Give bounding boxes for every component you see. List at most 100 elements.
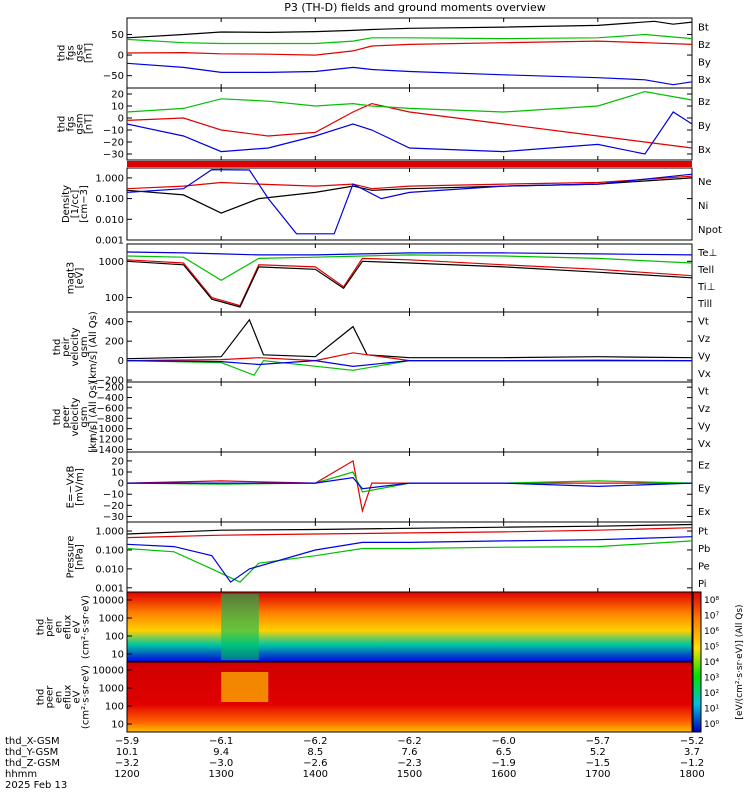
series-Till bbox=[126, 254, 693, 281]
ylabel-line: thd bbox=[52, 409, 63, 426]
plot-title: P3 (TH-D) fields and ground moments over… bbox=[284, 1, 546, 14]
ylabel-line: [nT] bbox=[84, 43, 95, 63]
ephem-value: 9.4 bbox=[213, 747, 229, 758]
ylabel-line: eflux bbox=[63, 615, 74, 640]
ylabel-line: [1/cc] bbox=[70, 190, 81, 219]
ytick-label: 0 bbox=[118, 114, 124, 125]
colorbar-tick: 10³ bbox=[704, 674, 719, 684]
ephemeris-table: thd_X-GSM −5.9 −6.1 −6.2 −6.2 −6.0 −5.7 −5.2 thd… bbox=[5, 736, 705, 791]
legend-Pb: Pb bbox=[698, 544, 710, 555]
ephem-value: −3.2 bbox=[115, 758, 139, 769]
ytick-label: 1000 bbox=[99, 684, 124, 695]
ytick-label: −30 bbox=[103, 150, 124, 161]
ylabel-line: (cm²·s·sr·eV) bbox=[81, 595, 92, 659]
ytick-label: 10000 bbox=[92, 596, 124, 607]
ylabel-line: [eV] bbox=[75, 268, 86, 289]
ephem-value: −3.0 bbox=[209, 758, 233, 769]
series-Ne bbox=[126, 175, 693, 190]
spectrogram-image bbox=[127, 592, 692, 662]
series-Bz bbox=[126, 40, 693, 56]
series-Bx bbox=[126, 62, 693, 86]
legend-Bz: Bz bbox=[698, 97, 710, 108]
ylabel-line: [cm−3] bbox=[79, 185, 90, 223]
series-Npot bbox=[126, 168, 693, 235]
ytick-label: −600 bbox=[97, 403, 124, 414]
ephem-value: 1500 bbox=[397, 769, 422, 780]
ephem-value: 1700 bbox=[585, 769, 610, 780]
panel-density: 1.000 0.100 0.010 0.001 Density[1/cc][cm−3] N… bbox=[61, 167, 722, 247]
ephem-date: 2025 Feb 13 bbox=[5, 780, 67, 791]
ylabel-line: (cm²·s·sr·eV) bbox=[81, 665, 92, 729]
ytick-label: −20 bbox=[103, 138, 124, 149]
ytick-label: 10 bbox=[111, 650, 124, 661]
ylabel: thdpeervelocitygsm[km/s] (All Qs) bbox=[52, 381, 99, 453]
ylabel-line: [nPa] bbox=[75, 544, 86, 570]
series-Bt bbox=[126, 20, 693, 39]
ylabel-line: en bbox=[54, 691, 65, 704]
panel-frame bbox=[126, 451, 693, 523]
ylabel-line: E=−VxB bbox=[66, 466, 77, 509]
ylabel-line: peer bbox=[45, 685, 56, 709]
legend-Ex: Ex bbox=[698, 507, 710, 518]
series-Tell bbox=[126, 260, 693, 308]
ylabel-line: Density bbox=[61, 185, 72, 223]
panel-peer-velocity: −200−400−600−800−1000−1200−1400thdpeerve… bbox=[52, 381, 711, 456]
ylabel-line: peir bbox=[45, 616, 56, 636]
legend-Te⊥: Te⊥ bbox=[697, 248, 717, 259]
ytick-label: 0.010 bbox=[95, 564, 124, 575]
legend-Vx: Vx bbox=[698, 369, 711, 380]
ylabel-line: peer bbox=[61, 405, 72, 429]
ytick-label: −1200 bbox=[90, 435, 124, 446]
ytick-label: 0.001 bbox=[95, 236, 124, 247]
ytick-label: −30 bbox=[103, 512, 124, 523]
ephem-value: 7.6 bbox=[402, 747, 418, 758]
panel-frame bbox=[126, 87, 693, 161]
ephem-value: −1.5 bbox=[586, 758, 610, 769]
ytick-label: 0 bbox=[118, 479, 124, 490]
ylabel: Pressure[nPa] bbox=[66, 536, 86, 579]
ytick-label: −1000 bbox=[90, 424, 124, 435]
colorbar-tick: 10² bbox=[704, 689, 719, 699]
ytick-label: 10 bbox=[111, 468, 124, 479]
panels-group: 500−50thdfgsgse[nT]BtBzByBx20100−10−20−3… bbox=[52, 17, 722, 594]
ytick-label: 50 bbox=[111, 30, 124, 41]
ytick-label: 400 bbox=[105, 317, 124, 328]
ylabel-line: [km/s] (All Qs) bbox=[88, 381, 99, 453]
ylabel: E=−VxB[mV/m] bbox=[66, 466, 86, 509]
series-By bbox=[126, 33, 693, 45]
ylabel-line: thd bbox=[52, 339, 63, 356]
ylabel: thdfgsgse[nT] bbox=[57, 43, 95, 63]
colorbar-tick: 10⁰ bbox=[704, 720, 719, 730]
ephem-label: thd_X-GSM bbox=[5, 736, 60, 747]
legend-By: By bbox=[698, 57, 711, 68]
legend-Vz: Vz bbox=[698, 404, 710, 415]
panel-pressure: 1.000 0.100 0.010 0.001 Pressure[nPa] Pt Pb Pe P… bbox=[66, 521, 710, 594]
legend-Bx: Bx bbox=[698, 75, 711, 86]
status-bar bbox=[127, 161, 692, 167]
series-Ti⊥ bbox=[126, 251, 693, 256]
colorbar-gradient bbox=[692, 591, 702, 733]
ytick-label: 1.000 bbox=[95, 527, 124, 538]
ytick-label: 0 bbox=[118, 51, 124, 62]
series-Ez bbox=[126, 459, 692, 514]
legend-Bt: Bt bbox=[698, 22, 709, 33]
ytick-label: 0.010 bbox=[95, 215, 124, 226]
spectrograms-group: 10000100010010thdpeirenefluxeV(cm²·s·sr·… bbox=[36, 591, 693, 733]
ylabel-line: thd bbox=[57, 116, 68, 133]
ylabel: magt3[eV] bbox=[66, 262, 86, 295]
ylabel-line: eV bbox=[72, 690, 83, 703]
legend-Ni: Ni bbox=[698, 201, 708, 212]
ephem-value: 1200 bbox=[114, 769, 139, 780]
ylabel-line: fgs bbox=[66, 45, 77, 60]
ytick-label: 10000 bbox=[92, 666, 124, 677]
series-Pb bbox=[126, 527, 693, 539]
legend-By: By bbox=[698, 121, 711, 132]
ylabel-line: thd bbox=[36, 689, 47, 706]
colorbar-tick: 10⁴ bbox=[704, 658, 719, 668]
spectrogram-peer-eflux: 10000 1000 100 10 thdpeerenefluxeV(cm²·s·sr·… bbox=[36, 661, 693, 733]
ephem-value: 8.5 bbox=[307, 747, 323, 758]
colorbar-tick: 10⁷ bbox=[704, 612, 719, 622]
